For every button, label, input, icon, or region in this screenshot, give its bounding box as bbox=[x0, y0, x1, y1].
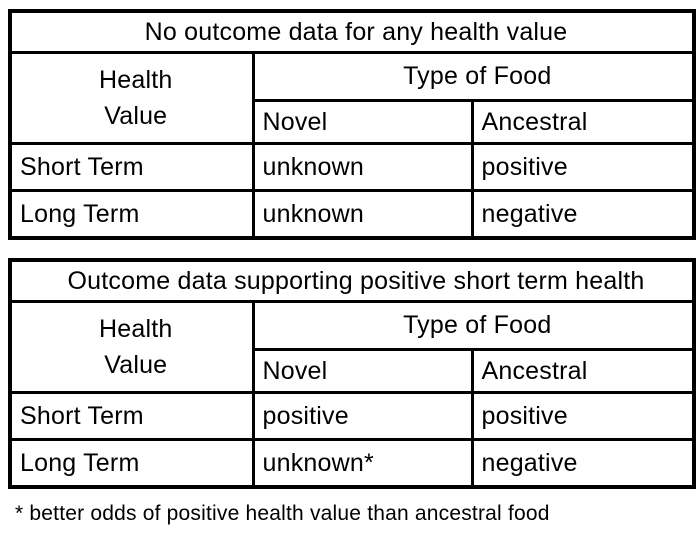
table-row: Long Term unknown negative bbox=[8, 189, 696, 240]
table-no-outcome-data: No outcome data for any health value Hea… bbox=[8, 9, 697, 240]
table-row: Long Term unknown* negative bbox=[8, 438, 696, 489]
table-title: Outcome data supporting positive short t… bbox=[8, 258, 696, 303]
row-label-long-term: Long Term bbox=[8, 189, 255, 240]
type-of-food-header: Type of Food bbox=[251, 300, 696, 351]
data-cell-long-term-ancestral: negative bbox=[470, 189, 696, 240]
data-cell-long-term-ancestral: negative bbox=[470, 438, 696, 489]
table-title-row: Outcome data supporting positive short t… bbox=[8, 258, 696, 303]
column-header-ancestral: Ancestral bbox=[470, 99, 696, 145]
table-gap bbox=[8, 240, 692, 258]
health-value-header: Health Value bbox=[8, 300, 255, 394]
data-cell-short-term-ancestral: positive bbox=[470, 142, 696, 192]
table-title: No outcome data for any health value bbox=[8, 9, 696, 54]
health-value-header: Health Value bbox=[8, 51, 255, 145]
table-row: Short Term unknown positive bbox=[8, 142, 696, 192]
column-header-ancestral: Ancestral bbox=[470, 348, 696, 394]
table-header-row: Health Value Type of Food bbox=[8, 51, 696, 145]
row-label-short-term: Short Term bbox=[8, 391, 255, 441]
data-cell-short-term-ancestral: positive bbox=[470, 391, 696, 441]
row-label-long-term: Long Term bbox=[8, 438, 255, 489]
column-header-novel: Novel bbox=[251, 348, 474, 394]
data-cell-short-term-novel: positive bbox=[251, 391, 474, 441]
table-subheader-row: Novel Ancestral bbox=[10, 99, 696, 145]
table-title-row: No outcome data for any health value bbox=[8, 9, 696, 54]
type-of-food-header: Type of Food bbox=[251, 51, 696, 102]
table-header-row: Health Value Type of Food bbox=[8, 300, 696, 394]
table-subheader-row: Novel Ancestral bbox=[10, 348, 696, 394]
data-cell-long-term-novel: unknown* bbox=[251, 438, 474, 489]
data-cell-long-term-novel: unknown bbox=[251, 189, 474, 240]
data-cell-short-term-novel: unknown bbox=[251, 142, 474, 192]
table-outcome-data-positive-short-term: Outcome data supporting positive short t… bbox=[8, 258, 697, 489]
footnote-asterisk-note: * better odds of positive health value t… bbox=[15, 502, 550, 525]
table-row: Short Term positive positive bbox=[8, 391, 696, 441]
row-label-short-term: Short Term bbox=[8, 142, 255, 192]
column-header-novel: Novel bbox=[251, 99, 474, 145]
